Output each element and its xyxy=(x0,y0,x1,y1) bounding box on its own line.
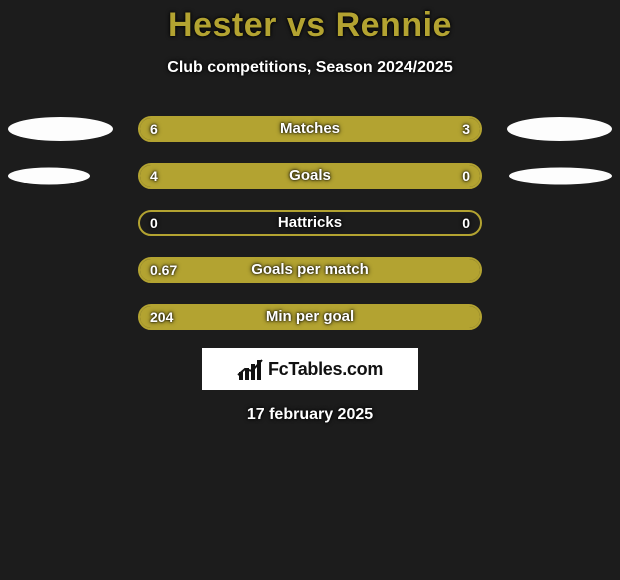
page-title: Hester vs Rennie xyxy=(0,0,620,45)
bar-track xyxy=(138,304,482,330)
page-subtitle: Club competitions, Season 2024/2025 xyxy=(0,59,620,77)
stat-row: Matches63 xyxy=(0,113,620,145)
player-right-oval xyxy=(509,168,612,185)
stat-row: Goals40 xyxy=(0,160,620,192)
brand-text: FcTables.com xyxy=(268,359,383,380)
player-left-oval xyxy=(8,117,113,141)
bar-left-fill xyxy=(140,165,402,187)
bar-track xyxy=(138,257,482,283)
brand-badge: FcTables.com xyxy=(202,348,418,390)
stat-row: Goals per match0.67 xyxy=(0,254,620,286)
comparison-infographic: Hester vs Rennie Club competitions, Seas… xyxy=(0,0,620,580)
stats-container: Matches63 Goals40 Hattricks00 Goals per mat… xyxy=(0,113,620,333)
date-text: 17 february 2025 xyxy=(0,406,620,424)
bar-right-fill xyxy=(402,165,480,187)
bar-track xyxy=(138,210,482,236)
bar-right-fill xyxy=(367,118,480,140)
bar-track xyxy=(138,163,482,189)
stat-row: Hattricks00 xyxy=(0,207,620,239)
bar-left-fill xyxy=(140,306,480,328)
brand-chart-icon xyxy=(237,358,263,380)
bar-track xyxy=(138,116,482,142)
bar-left-fill xyxy=(140,259,480,281)
player-right-oval xyxy=(507,117,612,141)
bar-left-fill xyxy=(140,118,367,140)
stat-row: Min per goal204 xyxy=(0,301,620,333)
player-left-oval xyxy=(8,168,90,185)
